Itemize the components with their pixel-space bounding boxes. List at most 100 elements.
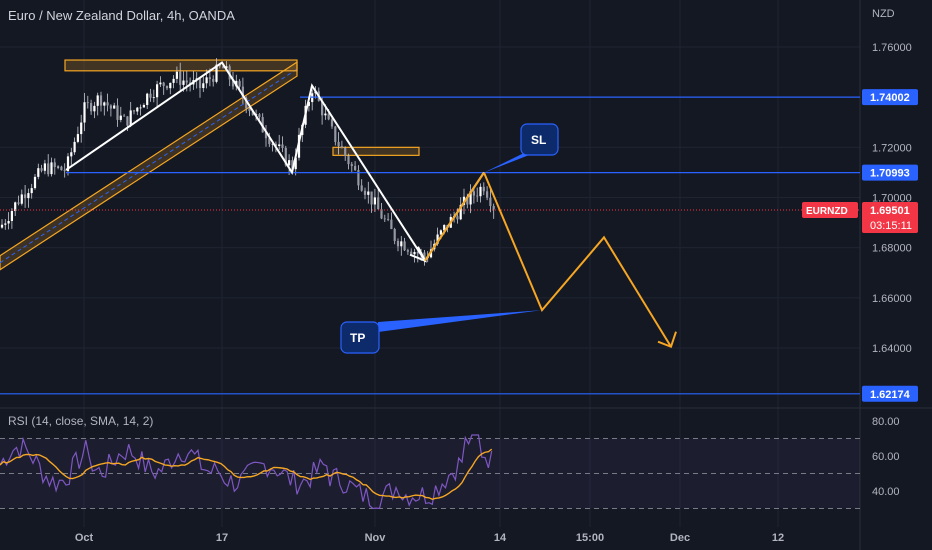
candle-body [109, 105, 112, 109]
candle-body [456, 216, 459, 220]
candle-body [93, 105, 96, 112]
candle-body [387, 219, 390, 220]
price-tick-label[interactable]: 1.66000 [872, 293, 912, 305]
candle-body [103, 102, 106, 106]
candle-body [482, 186, 485, 192]
time-tick-label[interactable]: 17 [216, 532, 228, 544]
countdown-label: 03:15:11 [870, 220, 912, 232]
rsi-indicator [0, 434, 493, 510]
highlight-zone [64, 59, 298, 72]
candle-body [80, 122, 83, 135]
candle-body [90, 103, 93, 112]
annotations[interactable]: SL TP [340, 123, 559, 354]
current-price-badge[interactable] [862, 202, 918, 234]
candle-body [324, 113, 327, 116]
candle-body [156, 84, 159, 98]
axis-currency: NZD [872, 8, 895, 20]
price-axis[interactable]: 1.76000 1.72000 1.70000 1.68000 1.66000 1.640… [872, 42, 912, 498]
time-tick-label[interactable]: Oct [75, 532, 94, 544]
candle-body [14, 202, 17, 212]
time-axis[interactable]: Oct 17 Nov 14 15:00 Dec 12 [75, 532, 784, 544]
candle-body [231, 79, 235, 87]
candle-body [0, 224, 4, 228]
candle-body [284, 147, 287, 166]
candle-body [119, 115, 122, 120]
candle-body [439, 230, 442, 235]
candle-body [116, 105, 119, 120]
candle-body [43, 163, 46, 171]
candle-body [281, 144, 284, 148]
price-level-label: 1.70993 [870, 168, 910, 180]
time-tick-label[interactable]: Dec [670, 532, 690, 544]
price-tick-label[interactable]: 1.72000 [872, 142, 912, 154]
sl-label: SL [531, 133, 546, 147]
candle-body [182, 80, 185, 85]
rsi-tick-label[interactable]: 40.00 [872, 486, 900, 498]
candle-body [50, 162, 53, 175]
candle-body [70, 152, 73, 157]
projection-path [424, 172, 677, 349]
candle-body [466, 196, 469, 205]
candle-body [165, 86, 169, 89]
price-level-badge[interactable] [862, 385, 918, 402]
price-level-badge[interactable] [862, 164, 918, 181]
symbol-badge[interactable] [802, 202, 858, 219]
time-tick-label[interactable]: 15:00 [576, 532, 604, 544]
price-tick-label[interactable]: 1.64000 [872, 343, 912, 355]
candle-body [30, 188, 33, 194]
tp-callout-box[interactable] [340, 321, 380, 354]
candle-body [241, 86, 244, 99]
price-tick-label[interactable]: 1.76000 [872, 42, 912, 54]
candle-body [215, 64, 218, 82]
sl-callout-box[interactable] [520, 123, 559, 156]
candle-body [126, 116, 129, 126]
time-tick-label[interactable]: Nov [365, 532, 387, 544]
candle-body [10, 211, 13, 221]
time-tick-label[interactable]: 12 [772, 532, 784, 544]
candle-body [251, 111, 254, 116]
rsi-tick-label[interactable]: 80.00 [872, 416, 900, 428]
candle-body [172, 78, 175, 83]
tp-callout-pointer [378, 310, 542, 332]
price-tick-label[interactable]: 1.68000 [872, 243, 912, 255]
price-level-badge[interactable] [862, 89, 918, 106]
time-tick-label[interactable]: 14 [494, 532, 507, 544]
current-price-label: 1.69501 [870, 205, 910, 217]
candle-body [106, 102, 109, 106]
candle-body [472, 191, 475, 196]
candle-body [380, 209, 383, 219]
candle-body [307, 102, 310, 106]
price-level-lines[interactable]: 1.74002 1.70993 1.62174 EURNZD 1.69501 03:15:… [0, 89, 918, 402]
candle-body [129, 110, 132, 126]
candle-body [436, 234, 439, 244]
candle-body [367, 191, 370, 195]
candle-body [383, 218, 386, 220]
candle-body [212, 78, 215, 82]
price-level-label: 1.62174 [870, 389, 911, 401]
projection-leg-up [424, 172, 485, 262]
candle-body [113, 105, 116, 109]
candle-body [350, 164, 353, 167]
price-tick-label[interactable]: 1.70000 [872, 193, 912, 205]
candle-body [86, 102, 89, 104]
candle-body [373, 197, 376, 205]
candle-body [357, 170, 360, 186]
candle-body [53, 162, 56, 168]
candle-body [354, 166, 357, 171]
candle-body [175, 71, 178, 79]
candle-body [340, 146, 343, 148]
candle-body [179, 71, 182, 85]
candle-body [403, 241, 406, 251]
candle-body [377, 197, 380, 210]
sl-callout-pointer [484, 150, 542, 173]
candle-body [370, 191, 373, 205]
candle-body [390, 219, 393, 230]
candle-body [479, 186, 482, 197]
candle-body [347, 156, 350, 165]
candle-body [66, 156, 70, 172]
rsi-tick-label[interactable]: 60.00 [872, 451, 900, 463]
candle-body [159, 82, 162, 85]
